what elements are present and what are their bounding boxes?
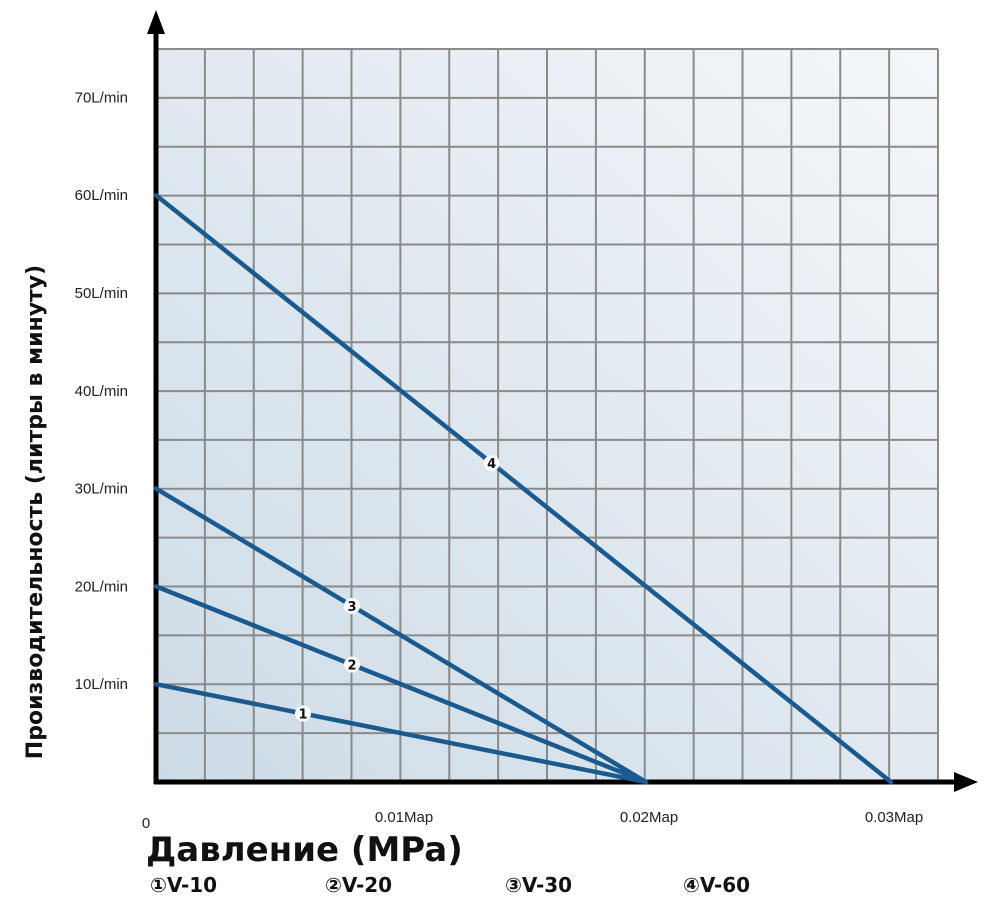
series-line-1 [153,681,649,785]
series-marker-label: 2 [347,659,356,674]
series-marker-2 [344,656,360,673]
legend-item: ①V-10 [150,873,217,897]
tick-labels: 10L/min 20L/min 30L/min 40L/min 50L/min 60L/m… [75,89,924,832]
legend-item: ③V-30 [505,873,572,897]
x-tick-label: 0.02Map [620,809,678,826]
series-marker-label: 4 [487,457,496,472]
series-marker-label: 1 [298,708,307,723]
y-tick-label: 40L/min [75,383,128,400]
y-tick-label: 70L/min [75,89,128,106]
series-marker-4 [483,455,500,472]
series-marker-1 [295,705,311,722]
legend-item: ②V-20 [325,873,392,897]
series-line-4 [153,192,894,785]
grid [156,48,939,782]
series-line-2 [153,584,649,785]
series-lines: 1 2 3 4 [153,192,894,785]
series-line-3 [153,486,649,785]
y-axis-arrow [147,10,165,34]
legend: ①V-10 ②V-20 ③V-30 ④V-60 [150,873,750,897]
x-tick-label: 0.01Map [375,809,433,826]
y-tick-label: 20L/min [75,578,128,595]
series-marker-3 [344,597,360,614]
y-tick-label: 50L/min [75,285,128,302]
origin-label: 0 [142,815,150,832]
legend-item: ④V-60 [683,873,750,897]
y-tick-label: 10L/min [75,676,128,693]
y-axis-label: Производительность (литры в минуту) [23,265,48,759]
x-tick-label: 0.03Map [865,809,923,826]
y-tick-label: 30L/min [75,481,128,498]
x-axis-label: Давление (MPa) [146,830,463,870]
y-tick-label: 60L/min [75,187,128,204]
axes [147,10,978,792]
series-marker-label: 3 [347,600,356,615]
x-axis-arrow [954,772,978,792]
